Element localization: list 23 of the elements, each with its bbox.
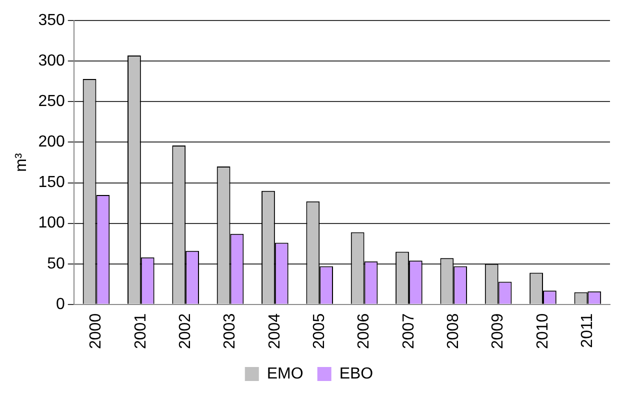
y-tick-label: 200: [38, 134, 65, 151]
x-tick-label: 2005: [311, 313, 328, 349]
y-tick-label: 0: [56, 296, 65, 313]
y-tick-label: 150: [38, 174, 65, 192]
x-tick-label: 2008: [445, 313, 462, 349]
x-tick-label: 2004: [266, 313, 284, 349]
legend-label: EBO: [339, 365, 374, 382]
x-tick-label: 2010: [534, 313, 552, 349]
x-tick-label: 2002: [176, 313, 194, 349]
x-tick-label: 2006: [356, 313, 373, 349]
x-tick-label: 2009: [490, 313, 507, 349]
y-tick-label: 100: [38, 214, 65, 232]
y-axis-title: m³: [13, 152, 30, 172]
x-tick-label: 2001: [132, 313, 150, 349]
legend-label: EMO: [266, 365, 304, 382]
x-tick-label: 2011: [579, 313, 596, 348]
y-tick-label: 250: [38, 93, 65, 110]
x-tick-label: 2000: [88, 313, 105, 349]
y-tick-label: 50: [47, 255, 65, 272]
x-tick-label: 2007: [400, 313, 418, 349]
y-tick-label: 300: [38, 52, 65, 70]
y-tick-label: 350: [38, 12, 65, 30]
x-tick-label: 2003: [222, 313, 239, 349]
